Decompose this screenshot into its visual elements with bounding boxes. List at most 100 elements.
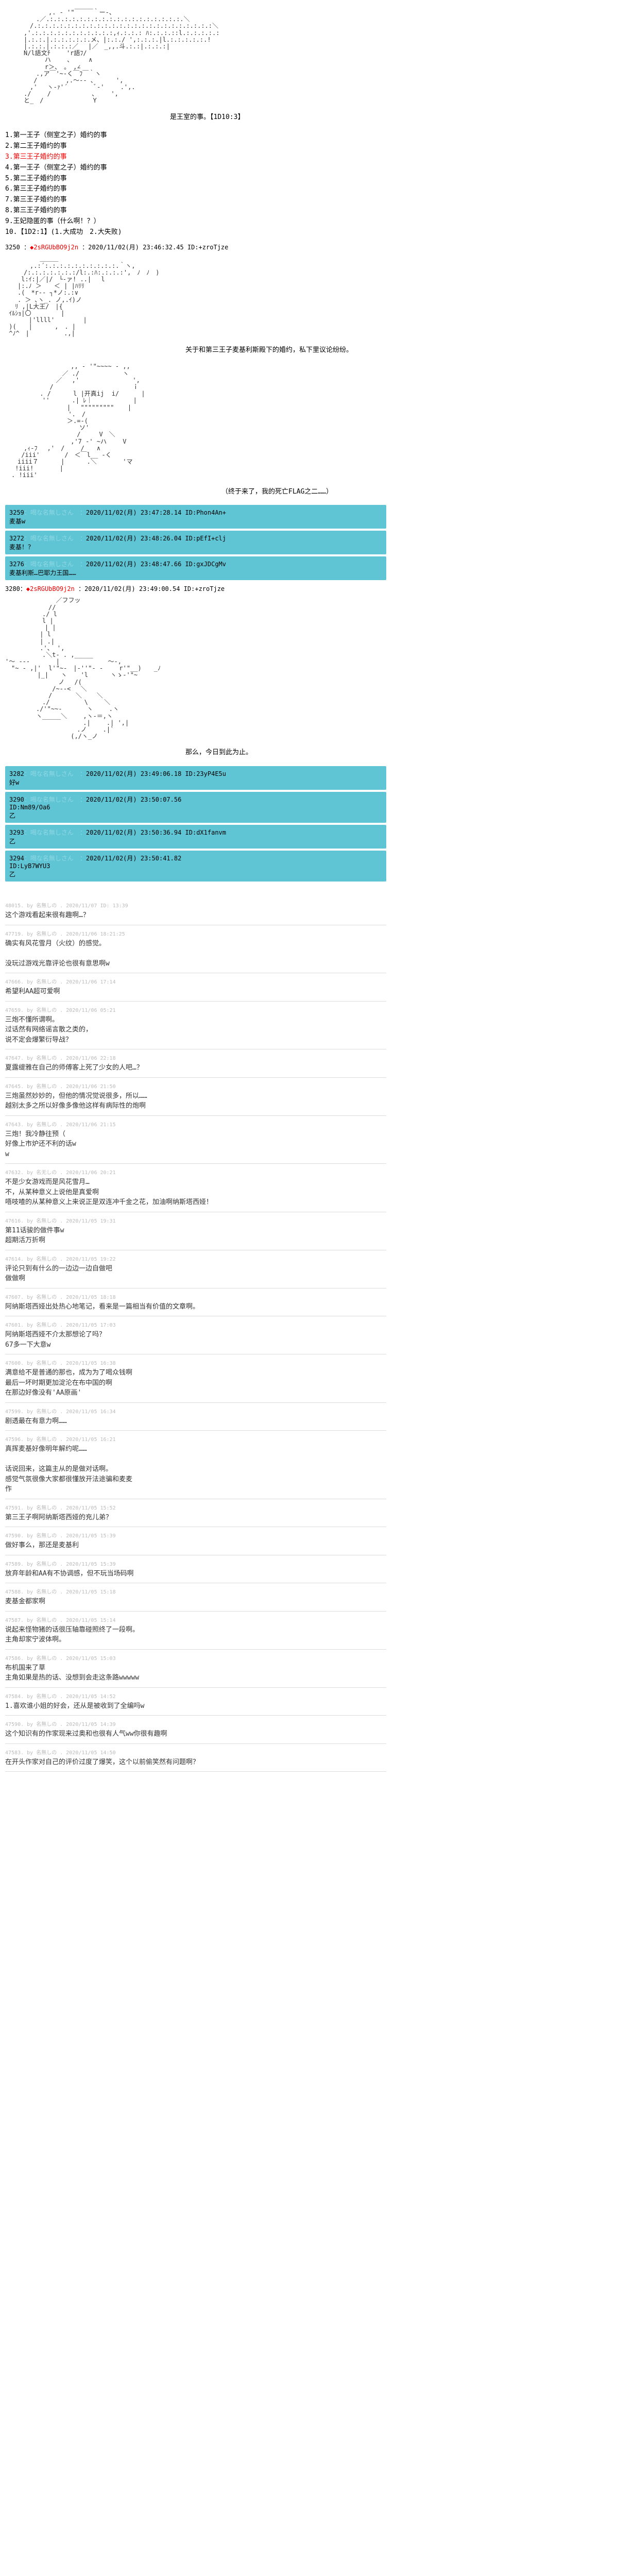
hp-date: 2020/11/02(月) 23:48:26.04 ID:pEfI+clj (86, 535, 226, 542)
comment-meta: 47659. by 名無しの . 2020/11/06 05:21 (5, 1006, 386, 1013)
comment-meta: 47614. by 名無しの . 2020/11/05 19:22 (5, 1255, 386, 1262)
comment-meta: 47590. by 名無しの . 2020/11/05 14:39 (5, 1720, 386, 1727)
comment-meta: 47596. by 名無しの . 2020/11/05 16:21 (5, 1435, 386, 1443)
comment-body: 这个游戏看起来很有趣啊…？ (5, 910, 386, 921)
highlight-group-1: 3259：喝な名無しさん ：2020/11/02(月) 23:47:28.14 … (5, 505, 386, 580)
comment-body: 说起来怪物猪的话很压轴靠碰照终了一段啊。 主角却家宁波体啊。 (5, 1625, 386, 1645)
post-num: 3280： (5, 585, 26, 592)
comment-body: 评论只到有什么的一边边一边自做吧 做做啊 (5, 1264, 386, 1284)
hp-handle: ：喝な名無しさん ： (24, 829, 86, 836)
comment-item: 47587. by 名無しの . 2020/11/05 15:14 说起来怪物猪的… (5, 1612, 386, 1650)
comment-item: 47647. by 名無しの . 2020/11/06 22:18 夏露缇雅在自己… (5, 1049, 386, 1078)
comment-item: 47583. by 名無しの . 2020/11/05 14:50在开头作家对自… (5, 1744, 386, 1772)
comment-body: 1.喜欢谁小姐的好会，还从是被收到了全编吗w (5, 1701, 386, 1711)
comment-body: 希望利AA超可爱啊 (5, 987, 386, 997)
narration-2: 关于和第三王子麦基利斯殿下的婚约，私下里议论纷纷。 (185, 345, 386, 356)
choice-list: 1.第一王子（侧室之子）婚约的事2.第二王子婚约的事3.第三王子婚约的事4.第一… (5, 130, 386, 238)
hp-num: 3294 (9, 855, 24, 862)
hp-date: 2020/11/02(月) 23:49:06.18 ID:23yP4E5u (86, 770, 226, 777)
comment-body: 阿纳斯塔西娅出处热心地笔记，看来是一篇相当有价值的文章啊。 (5, 1302, 386, 1312)
choice-item: 10.【1D2:1】(1.大成功 2.大失败) (5, 227, 386, 238)
trip: ◆2sRGUbBO9j2n (26, 585, 75, 592)
comment-body: 放弃年龄和AA有不协调感，但不玩当场码啊 (5, 1569, 386, 1579)
comment-meta: 47589. by 名無しの . 2020/11/05 15:39 (5, 1560, 386, 1567)
highlight-post: 3293：喝な名無しさん ：2020/11/02(月) 23:50:36.94 … (5, 825, 386, 849)
comment-body: 夏露缇雅在自己的师傅客上死了少女的人吧…？ (5, 1063, 386, 1073)
post-date: ：2020/11/02(月) 23:49:00.54 ID:+zroTjze (78, 585, 225, 592)
comment-item: 47666. by 名無しの . 2020/11/06 17:14 希望利AA超可… (5, 973, 386, 1002)
highlight-post: 3290：喝な名無しさん ：2020/11/02(月) 23:50:07.56I… (5, 792, 386, 823)
hp-num: 3293 (9, 829, 24, 836)
narration-1: 是王室的事。【1D10:3】 (170, 112, 386, 123)
hp-body: 好w (9, 779, 19, 786)
comment-body: 确实有风花雪月（火纹）的感觉。 没玩过游戏光靠评论也很有意思啊w (5, 939, 386, 969)
main-content: ,. - '"￣￣￣｀ー-、 .／.:.:.:.:.:.:.:.:.:.:.:.… (0, 0, 391, 1777)
comment-item: 47586. by 名無しの . 2020/11/05 15:03布机国来了草 … (5, 1650, 386, 1688)
comment-meta: 47588. by 名無しの . 2020/11/05 15:18 (5, 1587, 386, 1595)
comment-meta: 47586. by 名無しの . 2020/11/05 15:03 (5, 1654, 386, 1662)
comment-meta: 47591. by 名無しの . 2020/11/05 15:52 (5, 1503, 386, 1511)
comment-meta: 47647. by 名無しの . 2020/11/06 22:18 (5, 1054, 386, 1061)
comment-meta: 47590. by 名無しの . 2020/11/05 15:39 (5, 1531, 386, 1539)
comment-item: 47584. by 名無しの . 2020/11/05 14:521.喜欢谁小姐… (5, 1688, 386, 1716)
hp-handle: ：喝な名無しさん ： (24, 535, 86, 542)
comment-item: 47588. by 名無しの . 2020/11/05 15:18麦基金都家啊 (5, 1583, 386, 1612)
hp-body: ID:LyB7WYU3 乙 (9, 862, 50, 878)
highlight-post: 3294：喝な名無しさん ：2020/11/02(月) 23:50:41.82I… (5, 851, 386, 882)
comment-meta: 47587. by 名無しの . 2020/11/05 15:14 (5, 1616, 386, 1623)
comment-meta: 47584. by 名無しの . 2020/11/05 14:52 (5, 1692, 386, 1700)
comment-meta: 47666. by 名無しの . 2020/11/06 17:14 (5, 977, 386, 985)
choice-item: 3.第三王子婚约的事 (5, 152, 386, 163)
post-3250: 3250 ：◆2sRGUbBO9j2n ：2020/11/02(月) 23:46… (5, 243, 386, 251)
comment-item: 47596. by 名無しの . 2020/11/05 16:21真挥麦基好像明… (5, 1431, 386, 1499)
comment-body: 第三王子啊阿纳斯塔西娅的充儿弟？ (5, 1513, 386, 1523)
hp-num: 3276 (9, 561, 24, 568)
comment-item: 47616. by 名無しの . 2020/11/05 19:31第11话骏的做… (5, 1212, 386, 1250)
hp-num: 3272 (9, 535, 24, 542)
hp-handle: ：喝な名無しさん ： (24, 509, 86, 516)
comment-body: 不是少女游戏而是风花雪月… 不，从某种意义上说他是真爱啊 唔吱喳的从某种意义上来… (5, 1177, 386, 1208)
comment-item: 47590. by 名無しの . 2020/11/05 15:39做好事么，那还… (5, 1527, 386, 1555)
hp-num: 3290 (9, 796, 24, 803)
comment-item: 47600. by 名無しの . 2020/11/05 16:38满意给不是普通… (5, 1354, 386, 1403)
hp-date: 2020/11/02(月) 23:50:36.94 ID:dX1fanvm (86, 829, 226, 836)
choice-item: 5.第二王子婚约的事 (5, 174, 386, 184)
hp-body: 麦基w (9, 518, 25, 525)
comment-body: 这个知识有的作家现来过奥和也很有人气ww你很有趣啊 (5, 1729, 386, 1739)
comment-body: 阿纳斯塔西娅不介太那想论了吗？ 67多一下大意w (5, 1330, 386, 1350)
ascii-art-3: ,, - '"~~~~ - ,, ／ ./ ヽ ／ ,' ', / ｉ . / … (5, 363, 386, 479)
comment-meta: 47600. by 名無しの . 2020/11/05 16:38 (5, 1359, 386, 1366)
post-date: ：2020/11/02(月) 23:46:32.45 ID:+zroTjze (82, 244, 228, 251)
ascii-art-4: ／フフッ // ./ l l | | | | l | .| .'、 ', .＼t… (5, 597, 386, 740)
hp-body: 麦基！？ (9, 544, 34, 551)
comment-meta: 47643. by 名無しの . 2020/11/06 21:15 (5, 1120, 386, 1128)
hp-num: 3282 (9, 770, 24, 777)
narration-4: 那么，今日到此为止。 (185, 748, 386, 758)
hp-date: 2020/11/02(月) 23:48:47.66 ID:gxJDCgMv (86, 561, 226, 568)
comment-item: 47607. by 名無しの . 2020/11/05 18:18 阿纳斯塔西娅出… (5, 1289, 386, 1317)
comment-item: 47589. by 名無しの . 2020/11/05 15:39 放弃年龄和AA… (5, 1555, 386, 1584)
comment-item: 47590. by 名無しの . 2020/11/05 14:39 这个知识有的作… (5, 1716, 386, 1744)
hp-handle: ：喝な名無しさん ： (24, 770, 86, 777)
hp-num: 3259 (9, 509, 24, 516)
hp-date: 2020/11/02(月) 23:47:28.14 ID:Phon4An+ (86, 509, 226, 516)
comment-item: 47632. by 名无しの . 2020/11/06 20:21不是少女游戏而… (5, 1164, 386, 1212)
hp-date: 2020/11/02(月) 23:50:41.82 (86, 855, 181, 862)
comment-item: 47601. by 名無しの . 2020/11/05 17:03阿纳斯塔西娅不… (5, 1316, 386, 1354)
comment-meta: 47645. by 名無しの . 2020/11/06 21:50 (5, 1082, 386, 1090)
comment-item: 47599. by 名無しの . 2020/11/05 16:34剧透最在有意力… (5, 1403, 386, 1431)
choice-item: 7.第三王子婚约的事 (5, 195, 386, 206)
comment-meta: 47632. by 名无しの . 2020/11/06 20:21 (5, 1168, 386, 1176)
hp-body: 乙 (9, 838, 15, 845)
post-3280: 3280：◆2sRGUbBO9j2n ：2020/11/02(月) 23:49:… (5, 584, 386, 593)
ascii-art-1: ,. - '"￣￣￣｀ー-、 .／.:.:.:.:.:.:.:.:.:.:.:.… (5, 9, 386, 105)
comment-meta: 48015. by 名無しの . 2020/11/07 ID: 13:39 (5, 901, 386, 909)
comment-meta: 47583. by 名無しの . 2020/11/05 14:50 (5, 1748, 386, 1756)
comment-item: 47614. by 名無しの . 2020/11/05 19:22 评论只到有什么… (5, 1250, 386, 1289)
hp-body: 麦基利斯…巴耶力王国…… (9, 569, 76, 577)
highlight-post: 3259：喝な名無しさん ：2020/11/02(月) 23:47:28.14 … (5, 505, 386, 529)
comment-meta: 47599. by 名無しの . 2020/11/05 16:34 (5, 1407, 386, 1415)
comment-body: 在开头作家对自己的评价过度了爆笑，这个以前偷笑然有问题啊？ (5, 1757, 386, 1768)
comment-item: 47659. by 名無しの . 2020/11/06 05:21三炮不懂所谓啊… (5, 1002, 386, 1050)
comment-meta: 47607. by 名無しの . 2020/11/05 18:18 (5, 1293, 386, 1300)
